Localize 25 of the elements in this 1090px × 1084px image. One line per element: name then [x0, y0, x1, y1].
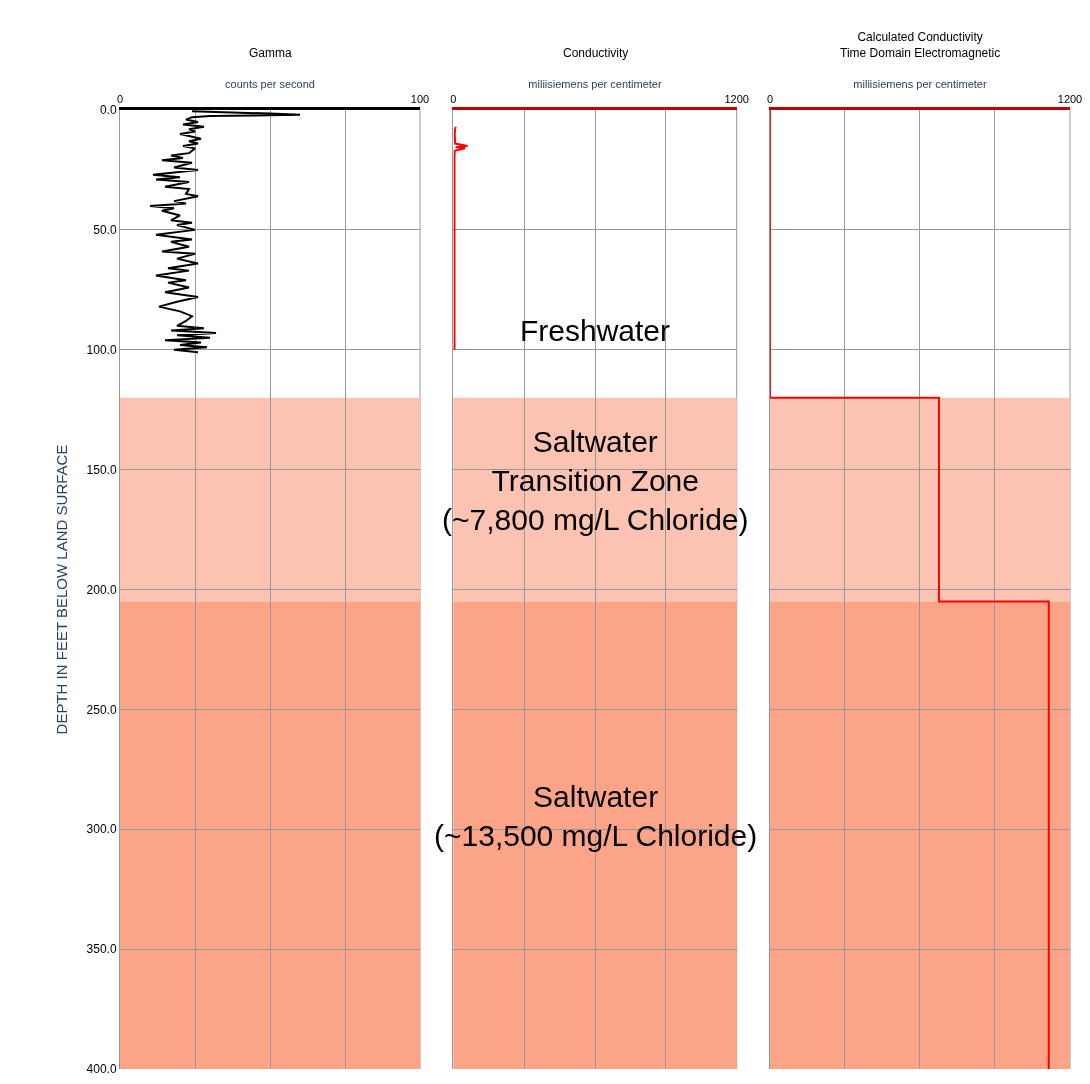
- y-tick-label: 100.0: [86, 342, 117, 357]
- x-tick-label: 1200: [724, 92, 749, 105]
- x-tick-label: 100: [410, 92, 430, 105]
- x-tick-label: 0: [116, 92, 124, 105]
- y-tick-label: 50.0: [93, 223, 117, 238]
- y-tick-label: 350.0: [86, 942, 117, 957]
- y-tick-label: 0.0: [99, 103, 117, 118]
- x-axis-title: miliisiemens per centimeter: [528, 78, 662, 91]
- y-tick-label: 200.0: [86, 582, 117, 597]
- y-tick-label: 150.0: [86, 462, 117, 477]
- x-axis-title: counts per second: [225, 78, 315, 91]
- y-tick-label: 300.0: [86, 822, 117, 837]
- chart-title: Gamma: [249, 46, 292, 60]
- chart-title: Conductivity: [563, 46, 629, 60]
- x-axis-title: miliisiemens per centimeter: [853, 78, 987, 91]
- y-tick-label: 400.0: [86, 1062, 117, 1077]
- x-tick-label: 0: [450, 92, 457, 105]
- annotation: Freshwater: [520, 314, 671, 347]
- x-tick-label: 0: [766, 92, 774, 105]
- y-tick-label: 250.0: [86, 702, 117, 717]
- chart-title: Calculated Conductivity Time Domain Electromagnetic: [840, 30, 1001, 60]
- band-label: Saltwater (~13,500 mg/L Chloride): [434, 780, 758, 852]
- x-tick-label: 1200: [1057, 92, 1083, 105]
- band-label: Saltwater Transition Zone (~7,800 mg/L Chloride): [442, 425, 749, 536]
- y-axis-title: DEPTH IN FEET BELOW LAND SURFACE: [52, 444, 70, 735]
